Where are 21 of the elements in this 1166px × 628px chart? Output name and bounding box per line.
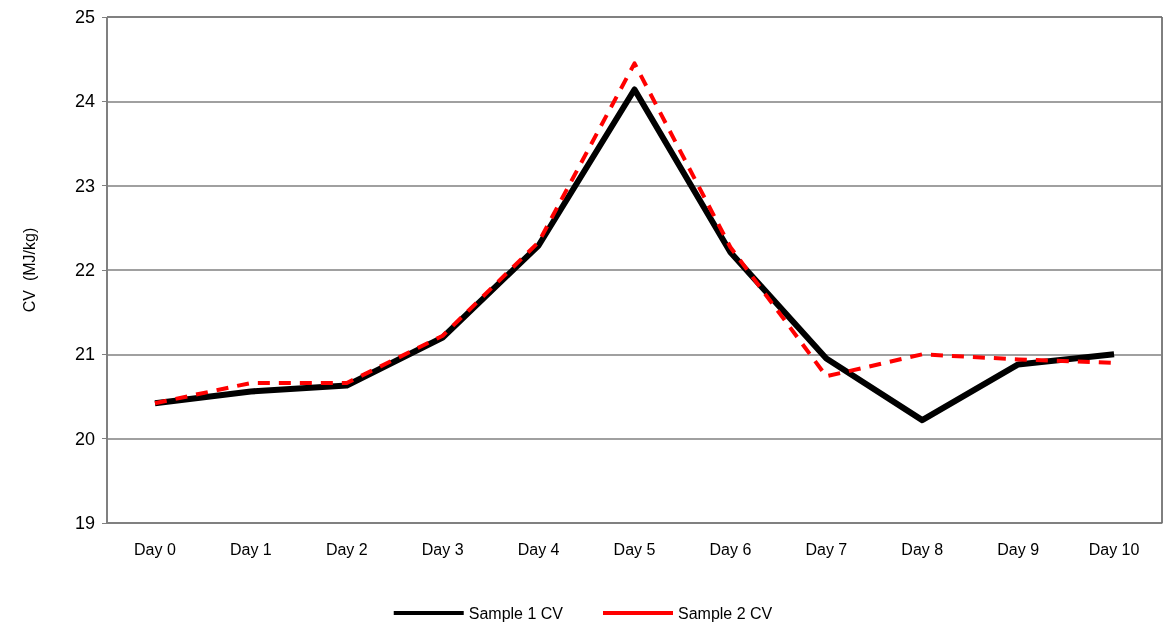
x-tick-label: Day 0 — [134, 540, 176, 558]
x-tick-label: Day 3 — [421, 540, 464, 558]
y-tick-label: 22 — [74, 260, 95, 280]
y-tick-label: 25 — [74, 7, 95, 27]
y-tick-label: 23 — [74, 175, 95, 196]
legend-label: Sample 2 CV — [678, 604, 773, 622]
x-tick-label: Day 7 — [805, 540, 848, 558]
x-tick-label: Day 1 — [229, 540, 272, 558]
x-tick-label: Day 9 — [997, 540, 1040, 558]
x-tick-label: Day 2 — [325, 540, 368, 558]
y-axis-title: CV (MJ/kg) — [20, 227, 38, 313]
y-tick-label: 20 — [74, 428, 95, 449]
x-tick-label: Day 8 — [901, 540, 944, 558]
x-tick-label: Day 4 — [517, 540, 560, 558]
x-tick-label: Day 5 — [613, 540, 656, 558]
legend-label: Sample 1 CV — [468, 604, 564, 622]
x-tick-label: Day 10 — [1088, 540, 1140, 558]
x-tick-label: Day 6 — [709, 540, 752, 558]
y-tick-label: 21 — [74, 344, 95, 365]
y-tick-label: 19 — [74, 513, 95, 533]
y-tick-label: 24 — [74, 91, 95, 112]
